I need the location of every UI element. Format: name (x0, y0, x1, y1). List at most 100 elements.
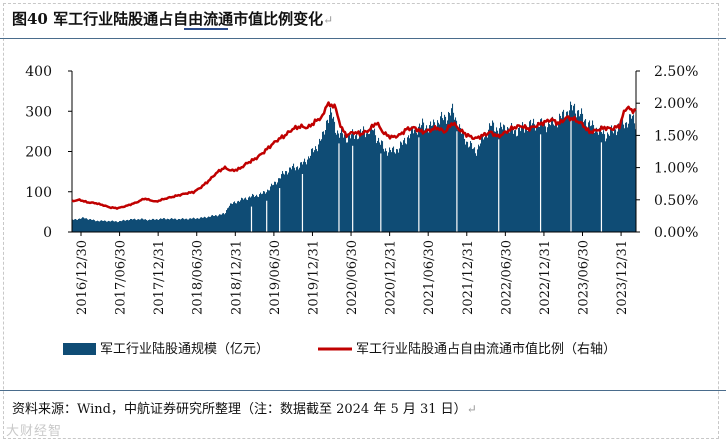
bar (368, 134, 370, 232)
bar (437, 120, 439, 232)
bar (465, 144, 467, 232)
bar (555, 120, 557, 232)
bar (331, 112, 333, 232)
bar-gap (539, 134, 542, 232)
bar (520, 131, 522, 232)
bar (286, 171, 288, 232)
bar (580, 114, 582, 232)
bar (613, 133, 615, 232)
bar (516, 136, 518, 232)
x-axis-tick-label: 2019/06/30 (268, 240, 283, 315)
bar (564, 117, 566, 232)
bar (462, 131, 464, 232)
bar (568, 115, 570, 232)
bar-gap (380, 153, 382, 232)
bar (254, 197, 256, 232)
bar (99, 221, 101, 232)
bar (598, 134, 600, 232)
bar (240, 200, 242, 232)
bar (75, 218, 77, 232)
bar (326, 120, 328, 232)
bar (274, 181, 276, 232)
bar (493, 122, 495, 232)
left-axis-tick-label: 300 (25, 104, 52, 120)
bar (276, 184, 278, 232)
bar (470, 141, 472, 232)
bar (295, 170, 297, 232)
bar (294, 167, 296, 232)
bar (400, 141, 402, 232)
bar (477, 149, 479, 232)
bar (130, 218, 132, 232)
bar (147, 220, 149, 232)
bar (621, 120, 623, 232)
bar (478, 144, 480, 232)
bar (367, 129, 369, 232)
bar (566, 111, 568, 232)
bar (579, 116, 581, 232)
bar (436, 126, 438, 232)
bar (521, 127, 523, 232)
bar (292, 166, 294, 232)
bar (92, 219, 94, 232)
x-axis-tick-label: 2021/06/30 (422, 240, 437, 315)
bar (102, 220, 104, 232)
bar (125, 220, 127, 232)
bar (384, 151, 386, 232)
left-axis-tick-label: 100 (25, 185, 52, 201)
bar (204, 216, 206, 232)
bar (527, 131, 529, 232)
bar (435, 129, 437, 232)
bar (301, 162, 303, 232)
bar (79, 218, 81, 232)
bar (346, 142, 348, 232)
bar (228, 207, 230, 232)
bar-gap (250, 206, 253, 232)
bar (241, 197, 243, 232)
bar (190, 218, 192, 232)
bar (402, 144, 404, 232)
bar (412, 128, 414, 232)
bar (216, 215, 218, 232)
bar (511, 123, 513, 232)
right-axis-tick-label: 1.50% (654, 128, 698, 144)
bar (606, 138, 608, 232)
bar (236, 203, 238, 232)
bar (492, 120, 494, 232)
bar (270, 186, 272, 232)
bar (546, 132, 548, 232)
bar (198, 218, 200, 232)
bar (156, 219, 158, 232)
bar (163, 218, 165, 232)
bar (349, 135, 351, 232)
bar (608, 134, 610, 232)
bar (137, 219, 139, 232)
bar (282, 171, 284, 232)
bar (563, 109, 565, 232)
bar (77, 219, 79, 232)
bar (424, 130, 426, 232)
bar (392, 147, 394, 232)
bar (593, 124, 595, 232)
bar (234, 201, 236, 232)
x-axis-tick-label: 2023/06/30 (577, 240, 592, 315)
bar (162, 218, 164, 232)
bar (121, 221, 123, 232)
bar (592, 120, 594, 232)
bar (428, 132, 430, 232)
bar (406, 144, 408, 232)
bar (505, 133, 507, 232)
bar (461, 133, 463, 232)
bar (626, 122, 628, 232)
bar (569, 110, 571, 232)
x-axis-tick-label: 2017/12/31 (152, 240, 167, 315)
bar (323, 131, 325, 232)
bar (342, 133, 344, 232)
bar (288, 172, 290, 232)
bar (486, 135, 488, 232)
bar (529, 121, 531, 232)
bar (284, 174, 286, 232)
bar (181, 218, 183, 232)
bar (255, 196, 257, 232)
bar (403, 140, 405, 232)
